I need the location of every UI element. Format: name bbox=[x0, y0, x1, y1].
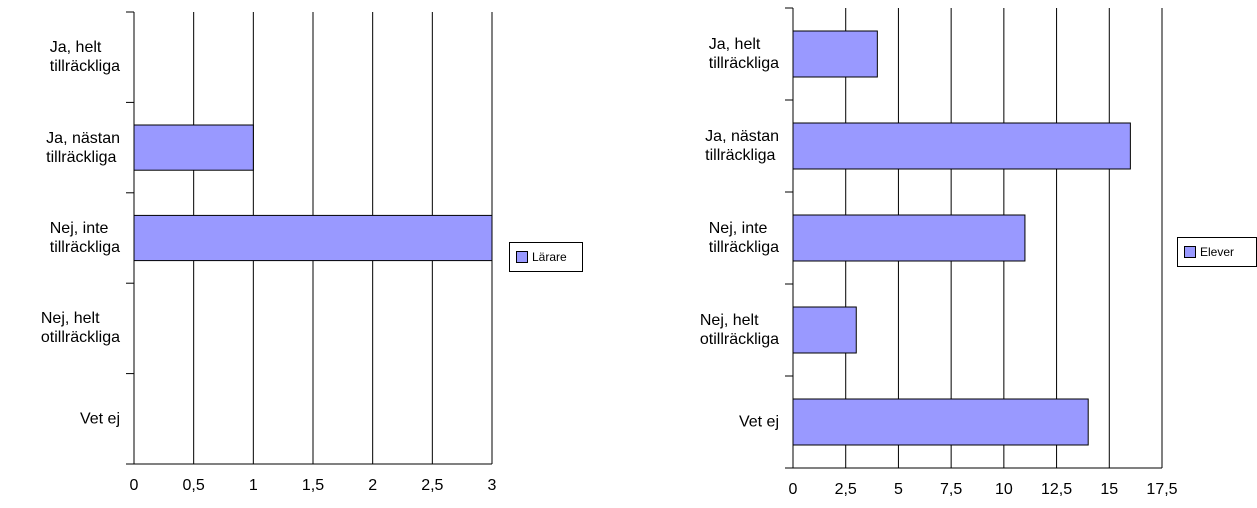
x-tick-label: 0 bbox=[129, 477, 139, 494]
legend: Lärare bbox=[509, 242, 583, 272]
x-tick-label: 7,5 bbox=[940, 481, 963, 498]
y-tick-label: Ja, helt tillräckliga bbox=[708, 36, 779, 72]
x-tick-label: 5 bbox=[893, 481, 903, 498]
legend-label: Elever bbox=[1200, 245, 1235, 259]
x-tick-label: 2,5 bbox=[421, 477, 444, 494]
x-tick-label: 0,5 bbox=[182, 477, 205, 494]
bar bbox=[792, 398, 1089, 446]
legend: Elever bbox=[1177, 237, 1257, 267]
y-tick-label: Nej, inte tillräckliga bbox=[708, 220, 779, 256]
x-tick-label: 10 bbox=[994, 481, 1013, 498]
x-tick-label: 2 bbox=[368, 477, 378, 494]
y-tick-label: Vet ej bbox=[738, 413, 779, 431]
legend-swatch bbox=[1184, 246, 1196, 258]
x-tick-label: 15 bbox=[1100, 481, 1119, 498]
x-tick-label: 2,5 bbox=[834, 481, 857, 498]
bar bbox=[792, 30, 878, 78]
x-tick-label: 12,5 bbox=[1040, 481, 1073, 498]
x-tick-label: 0 bbox=[788, 481, 798, 498]
x-tick-label: 1,5 bbox=[301, 477, 325, 494]
bar bbox=[792, 306, 857, 354]
legend-swatch bbox=[516, 251, 528, 263]
y-tick-label: Nej, inte tillräckliga bbox=[49, 220, 120, 256]
y-tick-label: Nej, helt otillräckliga bbox=[699, 312, 779, 348]
y-tick-label: Nej, helt otillräckliga bbox=[40, 310, 120, 347]
bar bbox=[133, 124, 254, 171]
legend-label: Lärare bbox=[532, 250, 567, 264]
y-tick-label: Ja, nästan tillräckliga bbox=[705, 128, 779, 164]
bar bbox=[792, 122, 1131, 170]
bar bbox=[133, 214, 493, 262]
y-tick-label: Ja, nästan tillräckliga bbox=[46, 129, 120, 166]
x-tick-label: 3 bbox=[487, 477, 497, 494]
x-tick-label: 1 bbox=[248, 477, 258, 494]
y-tick-label: Ja, helt tillräckliga bbox=[49, 39, 120, 76]
x-tick-label: 17,5 bbox=[1146, 481, 1178, 498]
y-tick-label: Vet ej bbox=[79, 410, 120, 428]
bar bbox=[792, 214, 1026, 262]
